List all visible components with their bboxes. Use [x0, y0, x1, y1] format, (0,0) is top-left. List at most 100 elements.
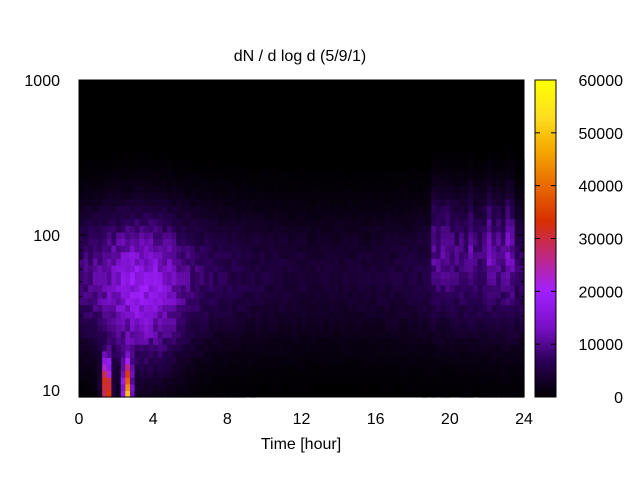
- heatmap-cell: [320, 185, 326, 193]
- heatmap-cell: [167, 251, 173, 259]
- heatmap-cell: [231, 251, 238, 259]
- heatmap-cell: [473, 185, 479, 193]
- heatmap-cell: [315, 317, 321, 325]
- heatmap-cell: [157, 179, 164, 187]
- heatmap-cell: [97, 238, 103, 246]
- heatmap-cell: [250, 317, 256, 325]
- heatmap-cell: [347, 304, 354, 312]
- heatmap-cell: [245, 172, 252, 180]
- heatmap-cell: [148, 258, 154, 266]
- heatmap-cell: [491, 192, 497, 200]
- heatmap-cell: [199, 390, 205, 398]
- heatmap-cell: [278, 324, 284, 332]
- heatmap-cell: [278, 330, 284, 339]
- heatmap-cell: [148, 179, 154, 187]
- heatmap-cell: [412, 344, 418, 352]
- heatmap-cell: [153, 198, 159, 207]
- heatmap-cell: [236, 245, 242, 253]
- heatmap-cell: [273, 337, 279, 345]
- heatmap-cell: [125, 212, 131, 220]
- heatmap-cell: [435, 225, 442, 233]
- heatmap-cell: [241, 212, 247, 220]
- heatmap-cell: [83, 291, 89, 299]
- heatmap-cell: [120, 165, 126, 174]
- heatmap-cell: [514, 271, 520, 279]
- heatmap-cell: [92, 297, 99, 306]
- heatmap-cell: [440, 179, 446, 187]
- heatmap-cell: [435, 165, 442, 174]
- heatmap-cell: [190, 330, 196, 339]
- heatmap-cell: [445, 278, 451, 286]
- heatmap-cell: [408, 311, 414, 319]
- heatmap-cell: [366, 350, 372, 358]
- heatmap-cell: [408, 357, 414, 365]
- heatmap-cell: [315, 370, 321, 378]
- heatmap-cell: [445, 185, 451, 193]
- heatmap-cell: [250, 284, 256, 292]
- heatmap-cell: [92, 258, 99, 266]
- heatmap-cell: [473, 337, 479, 345]
- heatmap-cell: [496, 218, 502, 226]
- heatmap-cell: [315, 225, 321, 233]
- heatmap-cell: [459, 218, 465, 226]
- heatmap-cell: [259, 172, 266, 180]
- heatmap-cell: [333, 271, 340, 279]
- heatmap-cell: [468, 198, 474, 207]
- heatmap-cell: [250, 350, 256, 358]
- heatmap-cell: [199, 238, 205, 246]
- heatmap-cell: [422, 251, 428, 259]
- heatmap-cell: [477, 165, 483, 174]
- heatmap-cell: [180, 245, 187, 253]
- heatmap-cell: [116, 383, 122, 391]
- heatmap-cell: [106, 383, 113, 391]
- heatmap-cell: [287, 258, 293, 266]
- heatmap-cell: [213, 271, 219, 279]
- heatmap-cell: [491, 291, 497, 299]
- heatmap-cell: [222, 370, 228, 378]
- heatmap-cell: [389, 370, 395, 378]
- heatmap-cell: [236, 225, 242, 233]
- heatmap-cell: [491, 330, 497, 339]
- heatmap-cell: [111, 311, 117, 319]
- heatmap-cell: [227, 225, 233, 233]
- heatmap-cell: [259, 225, 266, 233]
- heatmap-cell: [403, 192, 409, 200]
- heatmap-cell: [111, 377, 117, 385]
- heatmap-cell: [445, 238, 451, 246]
- heatmap-cell: [417, 225, 423, 233]
- heatmap-cell: [496, 212, 502, 220]
- heatmap-cell: [477, 159, 483, 167]
- x-axis: 0 4 8 12 16 20 24: [75, 80, 533, 428]
- heatmap-cell: [190, 179, 196, 187]
- heatmap-cell: [445, 179, 451, 187]
- heatmap-cell: [482, 337, 488, 345]
- heatmap-cell: [97, 390, 103, 398]
- heatmap-cell: [241, 317, 247, 325]
- heatmap-cell: [343, 324, 349, 332]
- heatmap-cell: [153, 179, 159, 187]
- heatmap-cell: [384, 363, 391, 372]
- heatmap-cell: [273, 212, 279, 220]
- heatmap-cell: [333, 245, 340, 253]
- heatmap-cell: [157, 311, 164, 319]
- heatmap-cell: [329, 192, 335, 200]
- heatmap-cell: [375, 212, 381, 220]
- heatmap-cell: [417, 231, 423, 240]
- heatmap-cell: [88, 159, 94, 167]
- heatmap-cell: [435, 383, 442, 391]
- heatmap-cell: [463, 264, 469, 273]
- heatmap-cell: [273, 330, 279, 339]
- heatmap-cell: [510, 383, 516, 391]
- heatmap-cell: [333, 324, 340, 332]
- heatmap-cell: [236, 218, 242, 226]
- heatmap-cell: [116, 212, 122, 220]
- heatmap-cell: [213, 218, 219, 226]
- heatmap-cell: [310, 291, 317, 299]
- heatmap-cell: [139, 304, 145, 312]
- heatmap-cell: [445, 330, 451, 339]
- x-tick-label: 16: [367, 411, 385, 428]
- heatmap-cell: [241, 192, 247, 200]
- heatmap-cell: [398, 278, 405, 286]
- heatmap-cell: [320, 198, 326, 207]
- heatmap-cell: [306, 271, 312, 279]
